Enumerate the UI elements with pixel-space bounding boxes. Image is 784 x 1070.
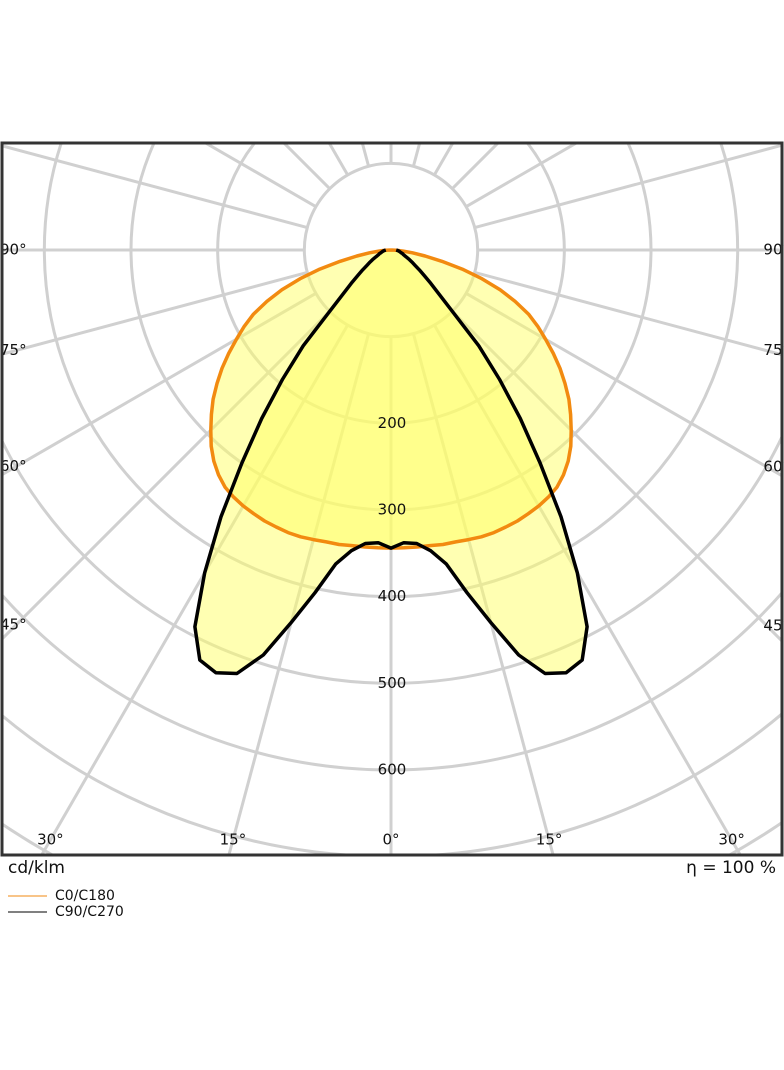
radial-line (281, 143, 331, 190)
radial-line (202, 143, 317, 208)
angle-label: 75° (763, 341, 784, 359)
r-tick-label: 400 (378, 587, 407, 605)
radial-line (474, 270, 782, 357)
angle-label: 90° (0, 241, 27, 259)
angle-label: 60° (763, 458, 784, 476)
angle-label: 30° (718, 831, 745, 849)
series-line (193, 248, 589, 676)
radial-line (2, 270, 308, 356)
angle-label: 0° (382, 831, 399, 849)
radial-line (474, 143, 782, 230)
radial-line (360, 143, 371, 167)
radial-line (2, 144, 308, 230)
angle-label: 30° (37, 831, 64, 849)
curves (193, 248, 589, 676)
radial-line (411, 143, 422, 167)
angle-label: 60° (0, 457, 27, 475)
radial-line (327, 143, 349, 176)
unit-label: cd/klm (8, 858, 65, 878)
radial-line (465, 292, 782, 478)
legend-label: C0/C180 (55, 888, 115, 904)
labels: 200 300 400 500 600 0° 15° 15° 30° 30° 45° 45° 60° 60… (0, 241, 784, 849)
angle-label: 90° (763, 241, 784, 259)
radial-line (433, 143, 455, 176)
r-tick-label: 500 (378, 674, 407, 692)
r-tick-label: 200 (378, 414, 407, 432)
frame (0, 141, 784, 857)
angle-label: 75° (0, 341, 27, 359)
angle-label: 15° (220, 831, 247, 849)
angle-label: 15° (536, 831, 563, 849)
radial-line (451, 143, 501, 190)
radial-line (465, 143, 580, 208)
r-tick-label: 600 (378, 761, 407, 779)
r-tick-label: 300 (378, 501, 407, 519)
angle-label: 45° (763, 617, 784, 635)
legend-label: C90/C270 (55, 904, 124, 920)
series-fill (194, 250, 588, 674)
angle-label: 45° (0, 616, 27, 634)
efficiency-label: η = 100 % (686, 858, 776, 878)
radial-line (2, 292, 317, 477)
